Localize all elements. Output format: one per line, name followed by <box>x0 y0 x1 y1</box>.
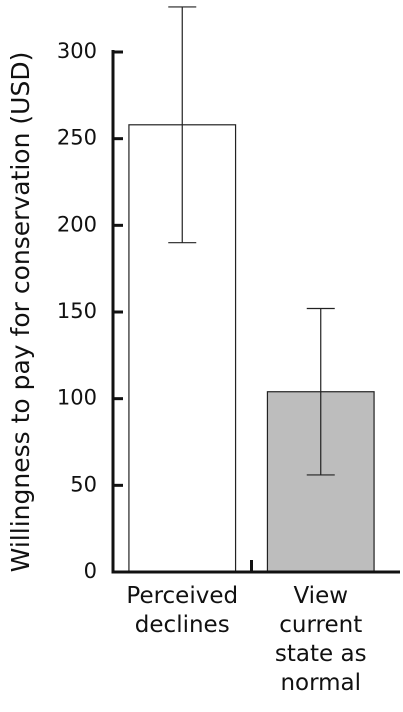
y-tick-label: 250 <box>57 126 97 150</box>
y-tick-label: 300 <box>57 39 97 63</box>
y-tick-label: 50 <box>70 472 97 496</box>
y-tick-label: 0 <box>84 559 97 583</box>
x-tick-label: Perceived declines <box>126 583 239 638</box>
error-bar <box>306 307 335 476</box>
error-bar <box>168 6 197 244</box>
y-tick-label: 100 <box>57 386 97 410</box>
y-tick-label: 200 <box>57 212 97 236</box>
y-tick-label: 150 <box>57 299 97 323</box>
x-tick-label: View current state as normal <box>274 583 367 696</box>
y-axis-label: Willingness to pay for conservation (USD… <box>6 52 35 573</box>
